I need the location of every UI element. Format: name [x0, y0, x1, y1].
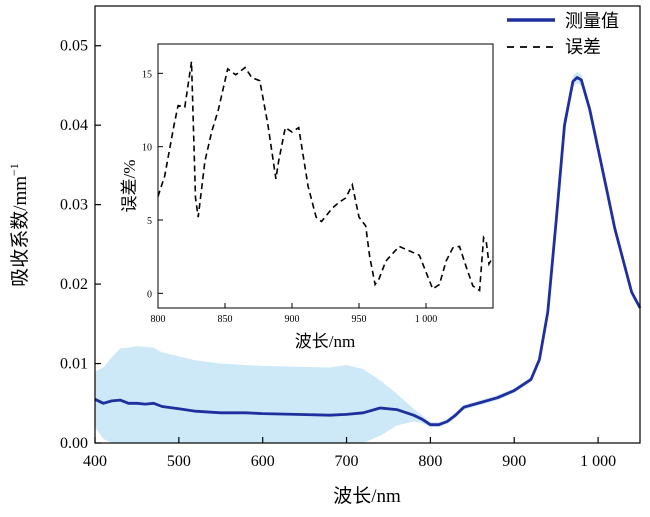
main-chart: 400 500 600 700 800 900 1 000 0.00 0.01 0.02 0.03… — [7, 5, 642, 507]
inset-x-tick-label: 1 000 — [415, 314, 438, 325]
inset-y-axis-ticks: 0 5 10 15 — [142, 69, 163, 300]
main-x-tick-label: 400 — [83, 453, 107, 470]
main-y-tick-label: 0.03 — [60, 197, 88, 214]
main-x-tick-label: 800 — [418, 453, 442, 470]
inset-y-tick-label: 15 — [142, 69, 152, 80]
inset-y-tick-label: 0 — [147, 289, 152, 300]
inset-series-line — [157, 61, 494, 292]
main-y-tick-label: 0.02 — [60, 276, 88, 293]
inset-x-tick-label: 950 — [352, 314, 367, 325]
measured-line — [94, 76, 642, 427]
inset-x-tick-label: 800 — [151, 314, 166, 325]
main-y-tick-label: 0.01 — [60, 356, 88, 373]
legend-label-measured: 测量值 — [565, 11, 619, 31]
main-error-band — [95, 71, 640, 444]
main-plot-frame — [94, 5, 641, 444]
main-y-axis-label-superscript: −1 — [7, 163, 21, 176]
main-y-axis-label-text: 吸收系数/mm — [9, 176, 31, 287]
main-x-tick-label: 500 — [167, 453, 191, 470]
main-y-tick-label: 0.05 — [60, 38, 88, 55]
main-y-axis-label: 吸收系数/mm−1 — [7, 163, 31, 287]
main-x-tick-label: 900 — [502, 453, 526, 470]
main-series-line — [94, 76, 642, 427]
main-x-tick-label: 600 — [251, 453, 275, 470]
inset-plot-frame — [157, 43, 494, 309]
error-line — [157, 61, 494, 292]
inset-y-axis-label: 误差/% — [120, 160, 139, 213]
inset-background — [158, 44, 493, 308]
inset-x-tick-label: 850 — [218, 314, 233, 325]
main-x-axis-ticks: 400 500 600 700 800 900 1 000 — [83, 437, 616, 470]
inset-chart: 800 850 900 950 1 000 0 5 10 15 波长/nm 误差/% — [120, 43, 494, 351]
legend: 测量值 误差 — [507, 11, 619, 57]
inset-x-tick-label: 900 — [285, 314, 300, 325]
legend-label-error: 误差 — [565, 37, 601, 57]
main-x-tick-label: 700 — [335, 453, 359, 470]
inset-x-axis-ticks: 800 850 900 950 1 000 — [151, 303, 438, 325]
main-y-tick-label: 0.00 — [60, 435, 88, 452]
measured-error-band — [95, 71, 640, 444]
main-y-axis-ticks: 0.00 0.01 0.02 0.03 0.04 0.05 — [60, 38, 101, 452]
main-y-tick-label: 0.04 — [60, 117, 88, 134]
inset-y-tick-label: 10 — [142, 143, 152, 154]
main-x-tick-label: 1 000 — [580, 453, 616, 470]
inset-y-tick-label: 5 — [147, 216, 152, 227]
inset-x-axis-label: 波长/nm — [295, 332, 355, 351]
main-x-axis-label: 波长/nm — [333, 485, 401, 507]
